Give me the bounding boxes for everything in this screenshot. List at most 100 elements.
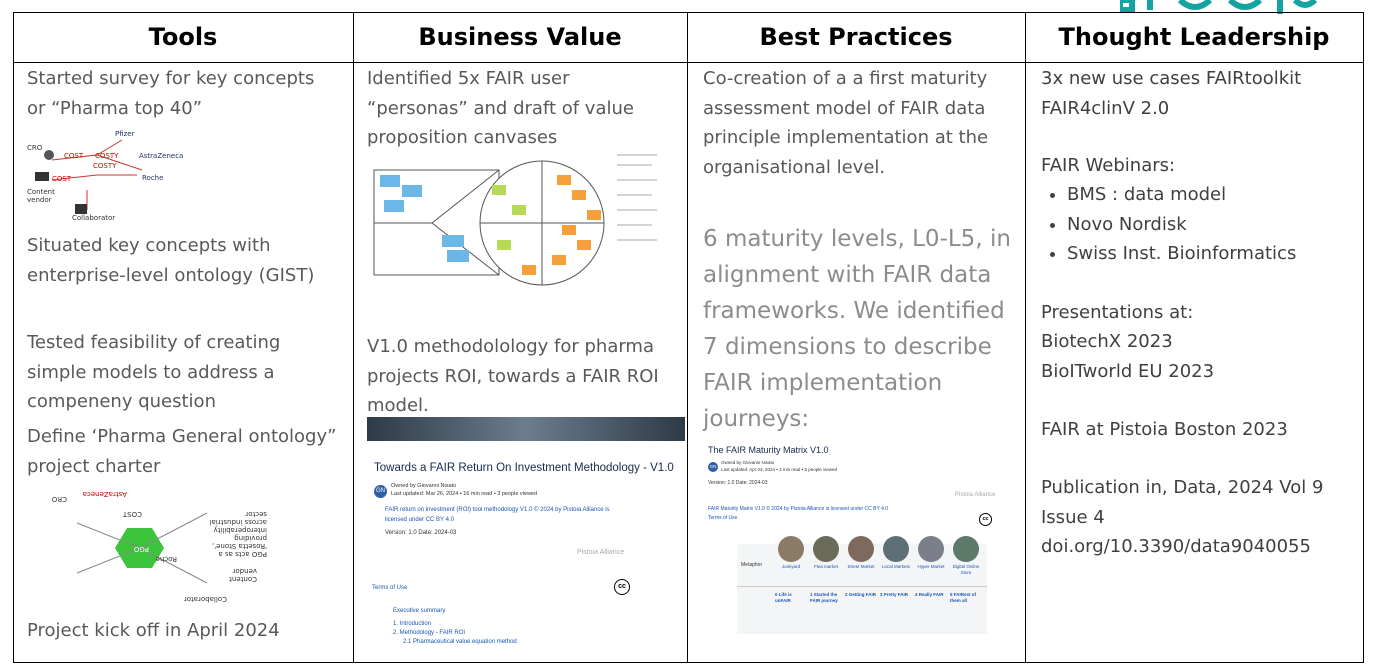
webinar-item: Novo Nordisk	[1067, 210, 1375, 240]
tools-text: Started survey for key concepts or “Phar…	[27, 68, 315, 119]
value-canvas	[373, 154, 657, 286]
matrix-logo: Pistoia Alliance	[955, 492, 996, 498]
diagram-label: CRO	[27, 144, 43, 152]
business-text: V1.0 methodolology for pharma projects R…	[367, 336, 659, 416]
tools-text: Tested feasibility of creating simple mo…	[27, 332, 281, 412]
roi-license: FAIR return on investment (ROI) tool met…	[385, 507, 610, 523]
leadership-text: doi.org/10.3390/data9040055	[1041, 536, 1311, 557]
presentation-list: BiotechX 2023 BioITworld EU 2023	[1041, 327, 1351, 386]
matrix-terms: Terms of Use	[708, 515, 738, 521]
practices-text: 6 maturity levels, L0-L5, in alignment w…	[703, 226, 1011, 432]
level-label: 0 Life is unFAIR	[775, 592, 792, 603]
roi-logo: Pistoia Alliance	[577, 549, 625, 556]
avatar: GN	[374, 485, 387, 498]
diagram-label: Collaborator	[72, 214, 116, 222]
roi-toc: Executive summary 1. Introduction 2. Metho…	[393, 607, 517, 647]
level-label: 2 Getting FAIR	[845, 592, 877, 597]
matrix-row-header: Metaphor	[741, 562, 763, 568]
practices-text: Co-creation of a a first maturity assess…	[703, 68, 989, 178]
diagram-label: COSTY	[95, 152, 119, 160]
roi-banner	[367, 417, 685, 441]
pgo-diagram: PGO Collaborator Content vendor COST CRO…	[27, 488, 267, 613]
tools-text: Project kick off in April 2024	[27, 620, 280, 641]
toc-entry: Executive summary	[393, 608, 446, 614]
metaphor-label: Local Markets	[881, 564, 910, 569]
logo-fragment	[1120, 0, 1318, 14]
column-divider	[1025, 12, 1026, 662]
diagram-label: Pfizer	[115, 130, 135, 138]
cc-icon: cc	[614, 579, 630, 595]
metaphor-photo	[813, 536, 839, 562]
leadership-text: FAIR at Pistoia Boston 2023	[1041, 419, 1288, 440]
matrix-screenshot: The FAIR Maturity Matrix V1.0 GN Owned b…	[703, 440, 1021, 640]
metaphor-photo	[848, 536, 874, 562]
roi-version: Version: 1.0 Date: 2024-03	[385, 530, 457, 536]
column-divider	[687, 12, 688, 662]
matrix-owner: Owned by Giovanni Nisato	[721, 460, 775, 465]
pgo-label: Content vendor	[229, 567, 257, 583]
tools-text: Situated key concepts with enterprise-le…	[27, 235, 315, 286]
tools-text: Define ‘Pharma General ontology” project…	[27, 426, 337, 477]
level-label: 1 Started the FAIR journey	[810, 592, 838, 603]
metaphor-label: Hyper Market	[917, 564, 945, 569]
leadership-text: Presentations at:	[1041, 302, 1194, 323]
pgo-label: COST	[122, 510, 142, 518]
pgo-label: Roche	[155, 555, 177, 563]
matrix-table: Metaphor Junkyard Flea market Street Marke…	[737, 536, 987, 634]
matrix-version: Version: 1.0 Date: 2024-03	[708, 480, 768, 486]
column-divider	[353, 12, 354, 662]
roi-terms: Terms of Use	[372, 585, 408, 591]
level-label: 5 FAIRest of them all	[950, 592, 977, 603]
webinar-item: Swiss Inst. Bioinformatics	[1067, 239, 1375, 269]
roi-owner: Owned by Giovanni Nisato	[391, 483, 457, 489]
webinar-list: BMS : data modelNovo NordiskSwiss Inst. …	[1041, 180, 1375, 269]
leadership-text: Publication in, Data, 2024 Vol 9 Issue 4	[1041, 477, 1324, 528]
column-header: Thought Leadership	[1058, 23, 1330, 51]
metaphor-label: Flea market	[814, 564, 838, 569]
diagram-label: AstraZeneca	[139, 152, 184, 160]
leadership-text: 3x new use cases FAIRtoolkit FAIR4clinV …	[1041, 68, 1302, 119]
pgo-label: Collaborator	[183, 595, 227, 603]
header-divider	[13, 62, 1363, 63]
diagram-label: Content vendor	[27, 188, 55, 204]
metaphor-photo	[778, 536, 804, 562]
presentation-item: BioITworld EU 2023	[1041, 360, 1215, 382]
level-label: 3 Pretty FAIR	[880, 592, 909, 597]
roi-screenshot: Towards a FAIR Return On Investment Meth…	[367, 417, 685, 657]
cc-icon: cc	[979, 513, 992, 526]
webinar-item: BMS : data model	[1067, 180, 1375, 210]
pgo-label: PGO	[133, 545, 149, 553]
toc-entry: 2.1 Pharmaceutical value equation method	[403, 639, 517, 645]
diagram-label: COSTY	[93, 162, 117, 170]
matrix-updated: Last updated: Apr 03, 2024 • 2 min read …	[721, 467, 837, 472]
concept-diagram: CRO COST COSTY COST COSTY Content vendor…	[27, 130, 187, 222]
diagram-lines	[35, 139, 143, 214]
pgo-label: PGO acts as a 'Rosetta Stone', providing…	[209, 510, 267, 558]
pgo-label: AstraZeneca	[82, 490, 127, 498]
metaphor-label: Junkyard	[781, 564, 801, 569]
column-header: Tools	[148, 23, 218, 51]
avatar: GN	[708, 462, 718, 472]
leadership-text: FAIR Webinars:	[1041, 155, 1176, 176]
matrix-license: FAIR Maturity Matrix V1.0 © 2024 by Pist…	[708, 506, 889, 512]
toc-entry: 1. Introduction	[393, 621, 432, 627]
metaphor-photo	[953, 536, 979, 562]
pgo-shape	[76, 512, 208, 584]
column-header: Best Practices	[759, 23, 953, 51]
level-label: 4 Really FAIR	[915, 592, 944, 597]
diagram-label: COST	[64, 152, 84, 160]
matrix-title: The FAIR Maturity Matrix V1.0	[708, 445, 829, 455]
matrix-rule	[737, 586, 987, 587]
metaphor-label: Street Market	[847, 564, 875, 569]
diagram-label: Roche	[142, 174, 164, 182]
diagram-label: COST	[52, 175, 72, 183]
metaphor-label: Digital Online Store	[952, 564, 980, 575]
metaphor-photo	[918, 536, 944, 562]
table-frame	[13, 12, 1364, 663]
presentation-item: BiotechX 2023	[1041, 331, 1173, 352]
roi-updated: Last updated: Mar 26, 2024 • 16 min read…	[391, 491, 538, 497]
column-header: Business Value	[418, 23, 622, 51]
roi-title: Towards a FAIR Return On Investment Meth…	[374, 462, 674, 474]
pgo-label: CRO	[51, 495, 67, 503]
